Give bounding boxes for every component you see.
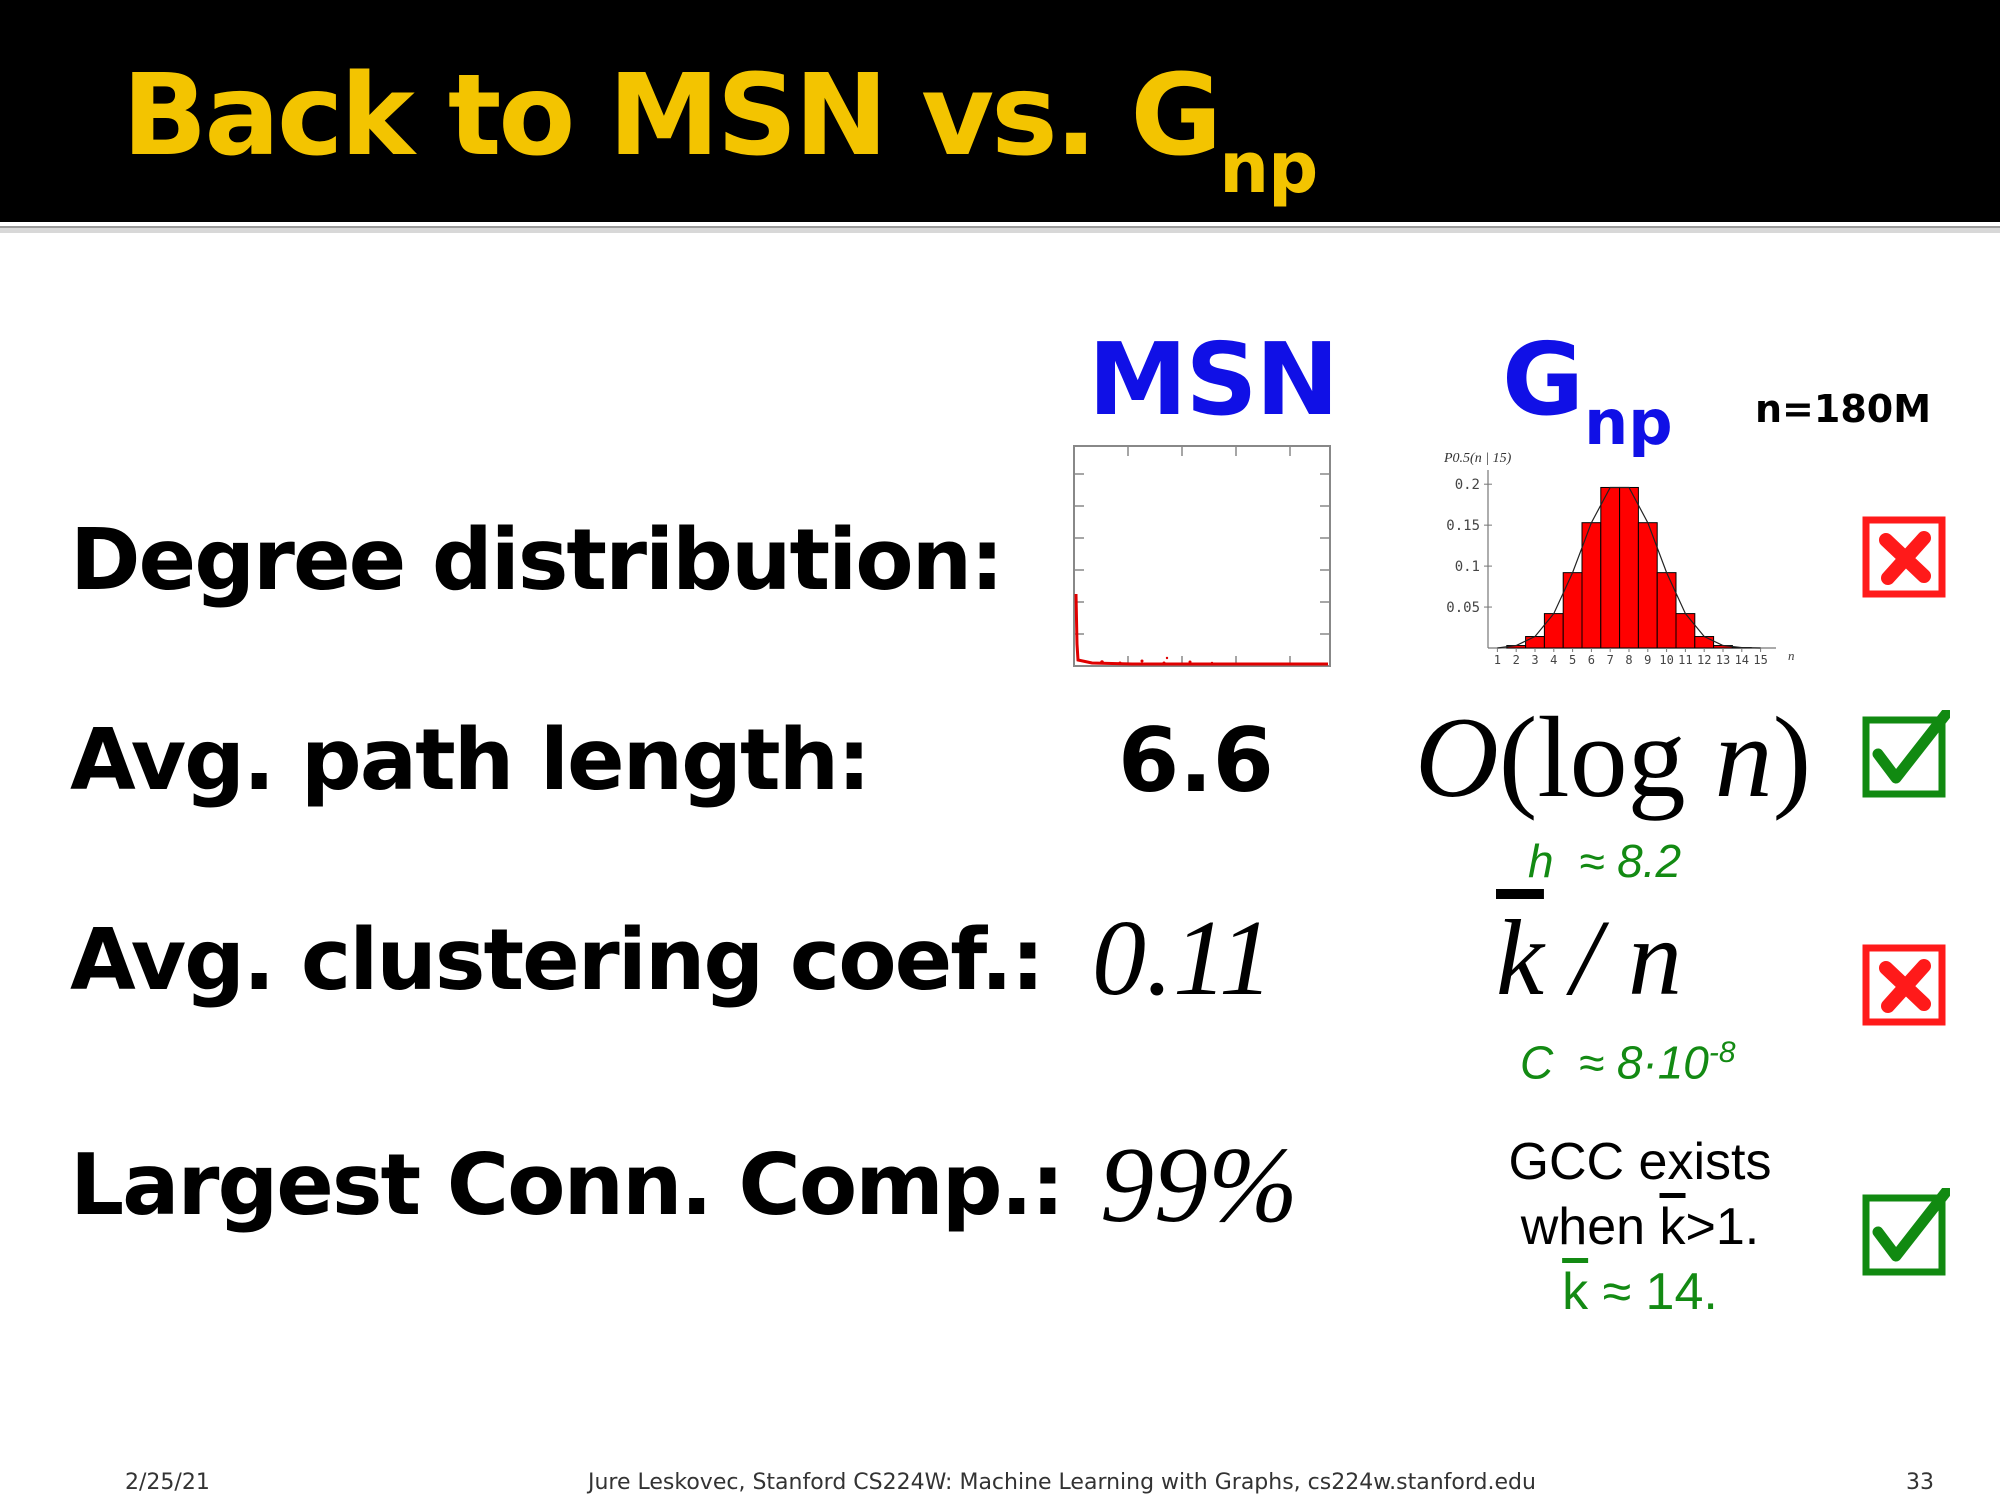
formula-close: ) xyxy=(1772,694,1812,822)
hist-xtick: 11 xyxy=(1678,653,1692,667)
row-label-lcc: Largest Conn. Comp.: xyxy=(70,1136,1065,1235)
gcc-line-2: when k>1. xyxy=(1460,1195,1820,1260)
hist-ylabel: P0.5(n | 15) xyxy=(1443,451,1512,466)
hist-bar xyxy=(1543,613,1564,649)
gcc-k: k xyxy=(1659,1198,1686,1256)
hist-bar xyxy=(1525,636,1545,649)
formula-n: n xyxy=(1714,694,1773,822)
slide-title-main: Back to MSN vs. G xyxy=(122,51,1222,181)
footer-page-number: 33 xyxy=(1906,1470,1934,1495)
path-length-note: h ≈ 8.2 xyxy=(1528,838,1681,884)
hist-xtick: 13 xyxy=(1716,653,1730,667)
gcc-line-1: GCC exists xyxy=(1508,1133,1772,1191)
hist-xtick: 9 xyxy=(1644,653,1651,667)
path-note-val: ≈ 8.2 xyxy=(1579,835,1682,887)
hist-ytick: 0.2 xyxy=(1455,477,1480,493)
hist-ytick: 0.05 xyxy=(1446,600,1480,616)
hist-bar xyxy=(1675,613,1696,649)
hist-ytick: 0.15 xyxy=(1446,518,1480,534)
gcc-line-3: k ≈ 14. xyxy=(1460,1260,1820,1325)
gcc-when: when xyxy=(1520,1198,1660,1256)
hist-xtick: 12 xyxy=(1697,653,1711,667)
formula-n2: n xyxy=(1627,899,1682,1018)
hist-xtick: 3 xyxy=(1531,653,1538,667)
clustering-note-var: C xyxy=(1520,1036,1554,1089)
check-mark-icon xyxy=(1862,1188,1950,1276)
gcc-note: GCC exists when k>1. k ≈ 14. xyxy=(1460,1130,1820,1325)
row-label-path: Avg. path length: xyxy=(70,711,871,810)
gnp-clustering-formula: k / n xyxy=(1496,905,1682,1013)
hist-bar xyxy=(1694,636,1715,649)
hist-xtick: 8 xyxy=(1625,653,1632,667)
hist-xtick: 7 xyxy=(1607,653,1614,667)
hist-xtick: 4 xyxy=(1550,653,1557,667)
clustering-note: C ≈ 8·10-8 xyxy=(1520,1036,1736,1089)
msn-path-value: 6.6 xyxy=(1118,709,1274,812)
gcc-gt: >1. xyxy=(1685,1198,1760,1256)
formula-k: k xyxy=(1496,899,1544,1018)
gcc-k2: k xyxy=(1562,1263,1589,1321)
footer-date: 2/25/21 xyxy=(125,1470,210,1495)
hist-bar xyxy=(1562,572,1583,649)
hist-bar xyxy=(1600,486,1621,649)
row-label-degree: Degree distribution: xyxy=(70,511,1004,610)
hist-xtick: 5 xyxy=(1569,653,1576,667)
hist-bar xyxy=(1619,486,1639,649)
gnp-path-formula: O(log n) xyxy=(1415,700,1811,816)
hist-xtick: 10 xyxy=(1659,653,1673,667)
footer-credit: Jure Leskovec, Stanford CS224W: Machine … xyxy=(588,1470,1536,1495)
n-size-label: n=180M xyxy=(1755,387,1932,431)
cross-mark-icon xyxy=(1862,516,1946,598)
path-note-var: h xyxy=(1528,835,1554,887)
hist-ytick: 0.1 xyxy=(1455,559,1480,575)
title-rule xyxy=(0,226,2000,233)
hist-bar xyxy=(1656,572,1677,649)
msn-lcc-value: 99% xyxy=(1100,1126,1298,1245)
hist-xtick: 6 xyxy=(1588,653,1595,667)
slide-title: Back to MSN vs. Gnp xyxy=(122,60,1318,203)
formula-O: O xyxy=(1415,694,1499,822)
gnp-header-subscript: np xyxy=(1584,386,1673,459)
hist-xtick: 1 xyxy=(1494,653,1501,667)
hist-envelope xyxy=(1497,486,1761,649)
cross-mark-icon xyxy=(1862,944,1946,1026)
check-mark-icon xyxy=(1862,710,1950,798)
gcc-val: ≈ 14. xyxy=(1588,1263,1718,1321)
hist-xlabel: n xyxy=(1788,648,1795,663)
clustering-note-val: ≈ 8·10 xyxy=(1578,1036,1709,1089)
hist-xtick: 15 xyxy=(1753,653,1767,667)
msn-clustering-value: 0.11 xyxy=(1092,899,1273,1018)
gnp-header-main: G xyxy=(1502,321,1585,438)
title-bar xyxy=(0,0,2000,222)
formula-slash: / xyxy=(1543,899,1628,1018)
gnp-degree-histogram: P0.5(n | 15)0.20.150.10.051 2 3 4 5 6 7 8 9 10 11 1… xyxy=(1443,451,1795,667)
gnp-column-header: Gnp xyxy=(1502,330,1673,454)
clustering-note-exp: -8 xyxy=(1708,1036,1736,1069)
hist-xtick: 2 xyxy=(1513,653,1520,667)
formula-log: (log xyxy=(1498,694,1715,822)
msn-degree-plot xyxy=(1073,445,1331,667)
msn-column-header: MSN xyxy=(1088,321,1339,438)
hist-xtick: 14 xyxy=(1735,653,1749,667)
slide-title-subscript: np xyxy=(1219,127,1318,209)
row-label-clustering: Avg. clustering coef.: xyxy=(70,911,1045,1010)
